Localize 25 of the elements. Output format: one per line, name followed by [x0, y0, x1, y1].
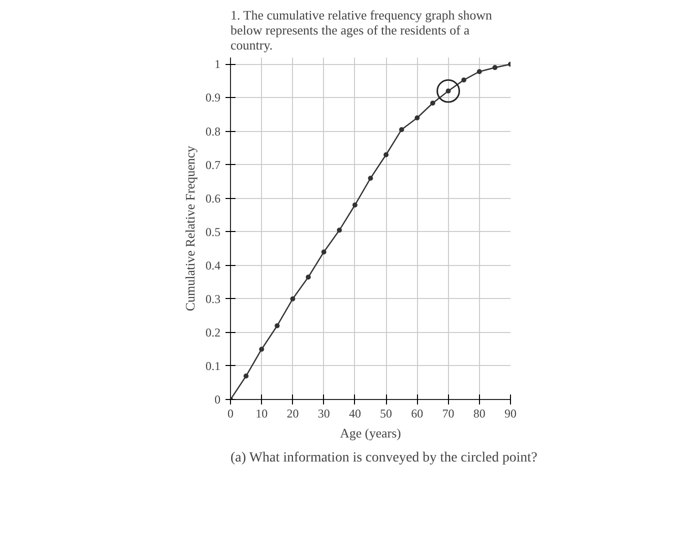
y-tick-label: 0.5	[206, 224, 220, 239]
x-tick-label: 20	[286, 406, 299, 420]
chart-title: 1. The cumulative relative frequency graph shown below represents the ages of the residents of a country.	[230, 8, 492, 52]
x-tick-label: 80	[473, 406, 486, 420]
y-tick-label: 0.1	[206, 358, 220, 373]
y-tick-label: 1	[214, 57, 220, 72]
x-axis-title: Age (years)	[340, 426, 402, 440]
y-tick-label: 0	[214, 392, 220, 406]
y-axis-title: Cumulative Relative Frequency	[182, 145, 198, 312]
x-tick-label: 0	[228, 406, 234, 420]
y-tick-label: 0.9	[206, 90, 220, 105]
y-tick-label: 0.7	[206, 158, 220, 172]
y-tick-label: 0.3	[206, 292, 220, 306]
x-tick-label: 70	[442, 406, 454, 420]
x-tick-label: 10	[256, 406, 268, 420]
x-tick-label: 30	[318, 406, 330, 420]
text: (a) What information is conveyed by the circled point?	[230, 450, 538, 466]
x-tick-label: 40	[348, 406, 361, 420]
y-tick-label: 0.2	[206, 325, 220, 340]
x-tick-label: 90	[504, 406, 516, 420]
y-tick-label: 0.6	[206, 191, 220, 206]
y-tick-label: 0.8	[206, 124, 220, 138]
x-tick-label: 60	[411, 406, 424, 420]
y-tick-label: 0.4	[206, 258, 220, 272]
x-tick-label: 50	[380, 406, 392, 420]
